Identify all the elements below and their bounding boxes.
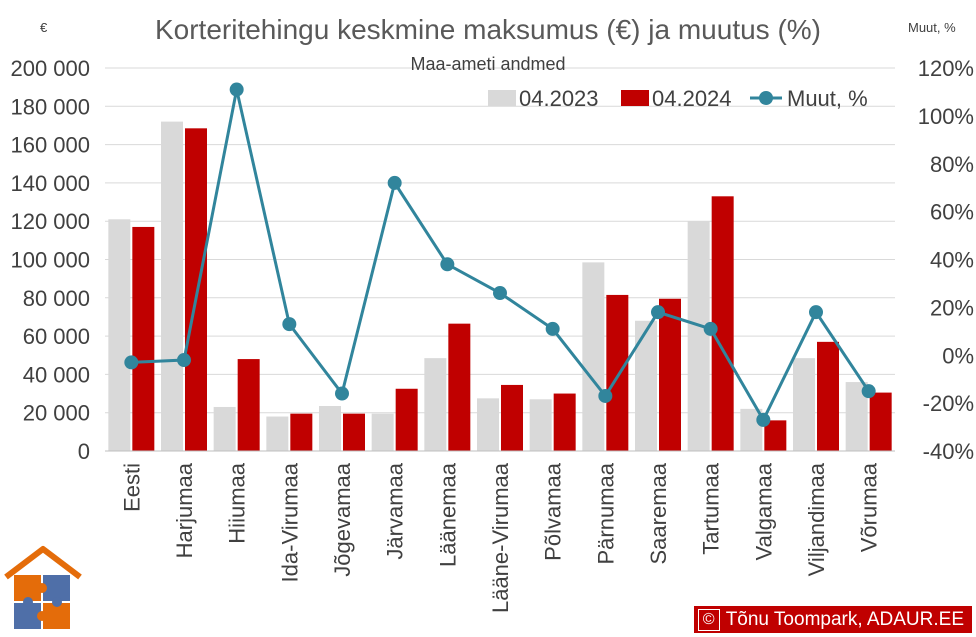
change-point: [598, 388, 613, 403]
bar-2024: [869, 392, 892, 451]
bar-2024: [553, 393, 576, 451]
change-line: [124, 82, 876, 427]
change-point: [861, 384, 876, 399]
bars: [108, 121, 892, 452]
bar-2023: [424, 358, 447, 451]
bar-2024: [132, 226, 155, 451]
right-tick-label: 120%: [918, 56, 974, 81]
category-label: Tartumaa: [699, 462, 724, 554]
credit-badge: © Tõnu Toompark, ADAUR.EE: [693, 606, 972, 633]
category-label: Võrumaa: [857, 462, 882, 552]
category-label: Ida-Virumaa: [277, 462, 302, 582]
category-label: Hiiumaa: [225, 462, 250, 543]
right-axis-unit: Muut, %: [908, 20, 956, 35]
bar-2023: [687, 221, 710, 451]
right-tick-label: -20%: [923, 391, 974, 416]
left-tick-label: 80 000: [23, 286, 90, 311]
right-tick-label: -40%: [923, 439, 974, 464]
left-tick-label: 40 000: [23, 362, 90, 387]
chart-title: Korteritehingu keskmine maksumus (€) ja …: [155, 14, 821, 45]
category-label: Jõgevamaa: [330, 462, 355, 577]
legend-label-change: Muut, %: [787, 86, 868, 111]
bar-2024: [606, 294, 629, 451]
chart-subtitle: Maa-ameti andmed: [410, 54, 565, 74]
change-point: [124, 355, 139, 370]
bar-2024: [659, 298, 681, 451]
credit-text: Tõnu Toompark, ADAUR.EE: [725, 608, 964, 630]
legend-swatch-2023: [488, 90, 516, 106]
bar-2023: [319, 405, 341, 451]
bar-2023: [266, 416, 289, 451]
category-label: Lääne-Virumaa: [488, 462, 513, 613]
left-tick-label: 200 000: [10, 56, 90, 81]
copyright-icon: ©: [697, 608, 720, 631]
bar-2023: [582, 262, 605, 451]
left-tick-label: 60 000: [23, 324, 90, 349]
category-label: Saaremaa: [646, 462, 671, 564]
bar-2024: [711, 196, 734, 451]
bar-2023: [845, 382, 868, 451]
change-point: [756, 412, 771, 427]
change-point: [703, 321, 718, 336]
right-tick-label: 100%: [918, 104, 974, 129]
legend-label-2024: 04.2024: [652, 86, 732, 111]
legend: 04.2023 04.2024 Muut, %: [488, 86, 868, 111]
legend-line-marker: [759, 91, 773, 105]
bar-2023: [529, 399, 552, 451]
bar-2024: [185, 128, 207, 451]
bar-2023: [213, 406, 236, 451]
right-tick-label: 0%: [942, 343, 974, 368]
change-point: [809, 305, 823, 320]
bar-2024: [395, 388, 418, 451]
bar-2024: [817, 341, 839, 451]
legend-swatch-2024: [621, 90, 649, 106]
change-point: [387, 175, 402, 190]
right-tick-label: 20%: [930, 295, 974, 320]
category-label: Läänemaa: [435, 462, 460, 567]
left-tick-label: 140 000: [10, 171, 90, 196]
left-tick-label: 160 000: [10, 133, 90, 158]
change-point: [229, 82, 244, 97]
bar-2024: [448, 323, 471, 451]
bar-2024: [343, 413, 365, 451]
change-point: [177, 353, 191, 368]
bar-2024: [290, 413, 313, 451]
category-label: Põlvamaa: [541, 462, 566, 561]
axes: 0 20 000 40 000 60 000 80 000 100 000 120 000 1…: [10, 56, 974, 613]
right-tick-label: 60%: [930, 200, 974, 225]
bar-2024: [764, 420, 787, 451]
change-point: [282, 317, 297, 332]
left-tick-label: 20 000: [23, 401, 90, 426]
legend-label-2023: 04.2023: [519, 86, 599, 111]
category-label: Valgamaa: [751, 462, 776, 560]
bar-2023: [161, 121, 183, 452]
grid-lines: [105, 67, 895, 414]
category-label: Eesti: [119, 463, 144, 512]
change-point: [440, 257, 455, 272]
category-label: Viljandimaa: [804, 462, 829, 576]
bar-2023: [371, 413, 394, 451]
left-tick-label: 0: [78, 439, 90, 464]
change-point: [493, 286, 507, 301]
left-tick-label: 100 000: [10, 248, 90, 273]
bar-2023: [635, 320, 657, 451]
category-label: Harjumaa: [172, 462, 197, 558]
bar-2023: [108, 219, 131, 451]
bar-2023: [477, 398, 499, 451]
change-point: [545, 321, 560, 336]
change-point: [651, 305, 665, 320]
left-tick-label: 120 000: [10, 209, 90, 234]
bar-2024: [237, 359, 260, 451]
left-tick-label: 180 000: [10, 94, 90, 119]
right-tick-label: 80%: [930, 152, 974, 177]
change-point: [335, 386, 349, 401]
left-axis-unit: €: [40, 20, 48, 35]
category-label: Pärnumaa: [593, 462, 618, 564]
bar-2023: [793, 358, 815, 451]
bar-2024: [501, 384, 523, 451]
category-label: Järvamaa: [383, 462, 408, 559]
house-puzzle-logo: [4, 546, 82, 629]
right-tick-label: 40%: [930, 248, 974, 273]
